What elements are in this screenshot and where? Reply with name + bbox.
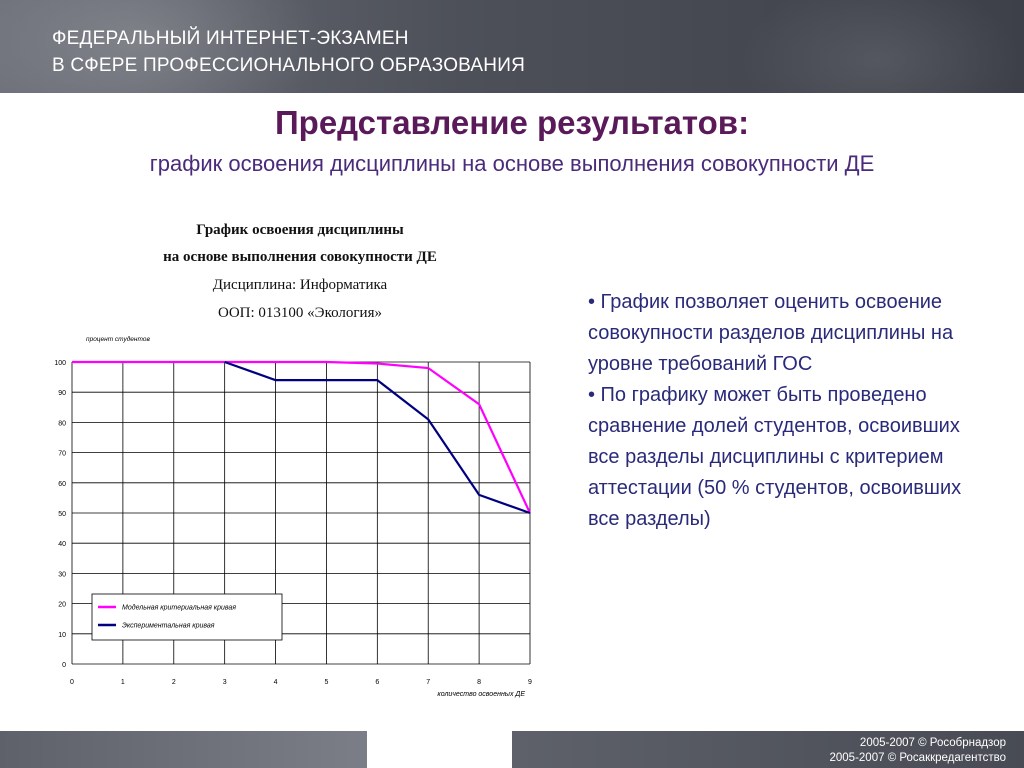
y-tick-label: 50 [58, 511, 66, 518]
legend-box [91, 593, 283, 641]
x-tick-label: 9 [528, 679, 532, 686]
y-tick-label: 10 [58, 632, 66, 639]
series-line-1 [72, 360, 531, 514]
x-tick-label: 6 [375, 679, 379, 686]
bullet-item-2: • По графику может быть проведено сравне… [588, 384, 962, 530]
x-tick-label: 4 [274, 679, 278, 686]
footer-right-panel: 2005-2007 © Рособрнадзор 2005-2007 © Рос… [512, 731, 1024, 768]
legend-label-2: Экспериментальная кривая [122, 623, 215, 630]
x-tick-label: 5 [324, 679, 328, 686]
chart-title: График освоения дисциплины [196, 222, 404, 238]
y-tick-label: 90 [58, 390, 66, 397]
x-tick-label: 3 [223, 679, 227, 686]
slide-title: Представление результатов: [274, 104, 750, 141]
bullet-item-1: • График позволяет оценить освоение сово… [588, 291, 954, 375]
header-title-line-1: ФЕДЕРАЛЬНЫЙ ИНТЕРНЕТ-ЭКЗАМЕН [52, 28, 409, 49]
header-bar: ФЕДЕРАЛЬНЫЙ ИНТЕРНЕТ-ЭКЗАМЕН В СФЕРЕ ПРО… [0, 0, 1024, 93]
x-tick-label: 7 [426, 679, 430, 686]
bullet-list: • График позволяет оценить освоение сово… [588, 287, 988, 535]
y-tick-label: 80 [58, 420, 66, 427]
y-axis-label: процент студентов [86, 335, 150, 343]
x-axis-label: количество освоенных ДЕ [437, 691, 525, 698]
line-chart: 0 10 20 30 40 50 60 70 80 90 100 0 1 2 3 4 5 6 7 8 9 процент … [54, 335, 532, 698]
copyright-1: 2005-2007 © Рособрнадзор [859, 737, 1006, 749]
chart-area: График освоения дисциплины на основе вып… [40, 210, 560, 710]
y-tick-label: 60 [58, 481, 66, 488]
copyright-2: 2005-2007 © Росаккредагентство [829, 752, 1007, 764]
series-line-2 [224, 360, 531, 515]
y-tick-label: 30 [58, 571, 66, 578]
x-tick-label: 0 [70, 679, 74, 686]
x-tick-label: 8 [477, 679, 481, 686]
chart-title-line-2: на основе выполнения совокупности ДЕ [163, 249, 437, 265]
y-tick-label: 0 [62, 662, 66, 669]
header-title-line-2: В СФЕРЕ ПРОФЕССИОНАЛЬНОГО ОБРАЗОВАНИЯ [52, 55, 525, 76]
chart-program: ООП: 013100 «Экология» [218, 305, 382, 321]
x-tick-label: 1 [121, 679, 125, 686]
slide-subtitle: график освоения дисциплины на основе вып… [149, 151, 875, 176]
header-globe-decoration [0, 0, 1024, 93]
y-tick-label: 70 [58, 451, 66, 458]
footer-bar: 2005-2007 © Рособрнадзор 2005-2007 © Рос… [0, 731, 1024, 768]
y-tick-label: 100 [54, 360, 66, 367]
chart-discipline: Дисциплина: Информатика [212, 277, 388, 293]
y-tick-label: 20 [58, 602, 66, 609]
x-tick-label: 2 [172, 679, 176, 686]
legend-label-1: Модельная критериальная кривая [122, 604, 236, 612]
y-tick-label: 40 [58, 541, 66, 548]
footer-left-decoration [0, 731, 367, 768]
